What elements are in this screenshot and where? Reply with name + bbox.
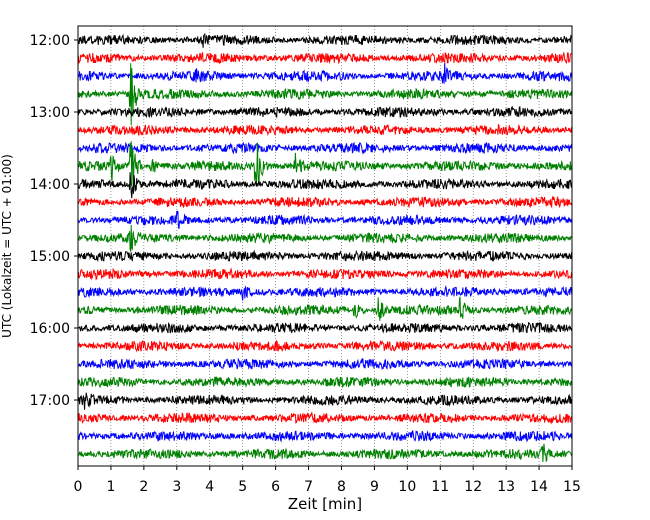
- y-axis-ticks: 12:00 13:00 14:00 15:00 16:00 17:00: [30, 33, 78, 409]
- y-tick-label-3: 15:00: [30, 249, 70, 265]
- x-tick-label-2: 2: [139, 479, 148, 495]
- trace-22: [77, 430, 573, 443]
- trace-5: [77, 123, 573, 137]
- x-tick-label-9: 9: [370, 479, 379, 495]
- seismic-traces: [77, 32, 573, 463]
- y-tick-label-0: 12:00: [30, 33, 70, 49]
- trace-8: [77, 172, 573, 199]
- y-tick-label-4: 16:00: [30, 321, 70, 337]
- x-tick-label-5: 5: [238, 479, 247, 495]
- trace-10: [77, 210, 573, 230]
- x-tick-label-12: 12: [464, 479, 482, 495]
- y-tick-label-1: 13:00: [30, 105, 70, 121]
- trace-13: [77, 267, 573, 281]
- trace-11: [77, 224, 573, 253]
- x-tick-label-11: 11: [431, 479, 449, 495]
- y-axis-label: UTC (Lokalzeit = UTC + 01:00): [0, 154, 14, 338]
- trace-15: [77, 296, 573, 321]
- trace-1: [77, 51, 573, 65]
- trace-16: [77, 321, 573, 334]
- trace-3: [77, 63, 573, 126]
- trace-19: [77, 376, 573, 389]
- x-axis-ticks: 0 1 2 3 4 5 6 7 8 9 10 11 12 13 14 15: [74, 466, 581, 495]
- x-tick-label-7: 7: [304, 479, 313, 495]
- x-tick-label-8: 8: [337, 479, 346, 495]
- trace-20: [77, 392, 573, 410]
- trace-2: [77, 63, 573, 84]
- vertical-grid: [110, 26, 540, 466]
- trace-7: [77, 141, 573, 188]
- y-tick-label-5: 17:00: [30, 393, 70, 409]
- x-tick-label-1: 1: [106, 479, 115, 495]
- trace-12: [77, 249, 573, 263]
- x-tick-label-0: 0: [74, 479, 83, 495]
- plot-frame: [77, 25, 573, 467]
- x-tick-label-10: 10: [398, 479, 416, 495]
- x-axis-label: Zeit [min]: [288, 495, 362, 513]
- x-tick-label-3: 3: [172, 479, 181, 495]
- plot-background: [78, 26, 572, 466]
- trace-4: [78, 105, 573, 119]
- trace-9: [77, 195, 573, 209]
- x-tick-label-15: 15: [563, 479, 581, 495]
- trace-14: [77, 284, 573, 301]
- trace-18: [77, 357, 573, 371]
- trace-6: [77, 141, 573, 155]
- trace-21: [77, 411, 573, 425]
- trace-0: [77, 32, 573, 48]
- trace-17: [77, 339, 573, 353]
- x-tick-label-4: 4: [205, 479, 214, 495]
- trace-23: [77, 443, 573, 463]
- x-tick-label-6: 6: [271, 479, 280, 495]
- x-tick-label-13: 13: [497, 479, 515, 495]
- y-tick-label-2: 14:00: [30, 177, 70, 193]
- x-tick-label-14: 14: [530, 479, 548, 495]
